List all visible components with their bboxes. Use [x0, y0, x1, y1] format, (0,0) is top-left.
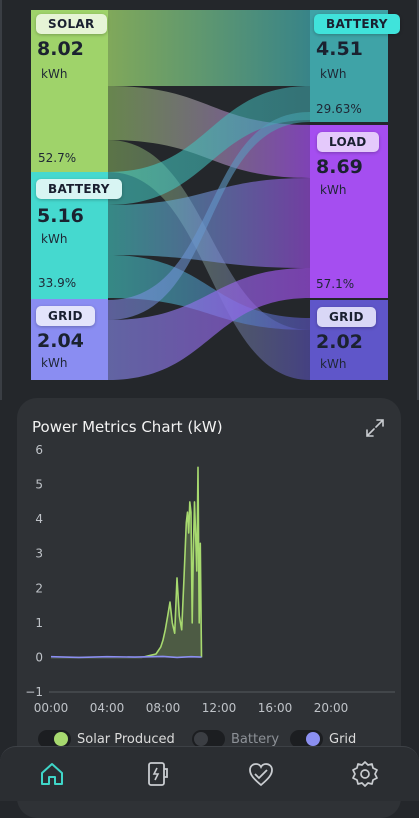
flow-grid-to-load [108, 268, 310, 380]
device-icon[interactable] [143, 759, 173, 789]
load-destination-unit: kWh [320, 183, 347, 197]
legend-item-solar-produced[interactable]: Solar Produced [38, 729, 175, 749]
battery-source-node: BATTERY 5.16 kWh 33.9% [31, 172, 122, 299]
grid-destination-value: 2.02 [316, 331, 363, 353]
battery-destination-node: BATTERY 4.51 kWh 29.63% [310, 10, 400, 122]
load-destination-value: 8.69 [316, 156, 363, 178]
y-tick-label: 3 [35, 547, 43, 561]
home-icon[interactable] [37, 759, 67, 789]
battery-source-percent: 33.9% [38, 276, 77, 290]
y-tick-label: 1 [35, 616, 43, 630]
y-tick-label: 0 [35, 650, 43, 664]
battery-destination-value: 4.51 [316, 38, 363, 60]
grid-destination-node: GRID 2.02 kWh [310, 300, 388, 380]
flow-links [108, 10, 310, 380]
grid-source-value: 2.04 [37, 330, 84, 352]
flow-grid-to-battery [108, 112, 310, 320]
y-tick-label: 6 [35, 443, 43, 457]
solar-produced-area [51, 467, 202, 658]
bottom-navigation [0, 746, 419, 801]
legend-item-battery[interactable]: Battery [192, 729, 279, 749]
health-icon[interactable] [246, 759, 276, 789]
energy-flow-diagram: SOLAR 8.02 kWh 52.7% BATTERY 5.16 kWh 33… [0, 0, 419, 390]
solar-toggle[interactable] [38, 730, 71, 748]
x-tick-label: 12:00 [202, 701, 237, 715]
legend-label-solar: Solar Produced [77, 731, 175, 747]
x-tick-label: 16:00 [258, 701, 293, 715]
solar-produced-line [51, 466, 203, 659]
flow-solar-to-battery [108, 10, 310, 86]
y-tick-label: 5 [35, 478, 43, 492]
legend-item-grid[interactable]: Grid [290, 729, 356, 749]
y-tick-label: 2 [35, 581, 43, 595]
chart-title: Power Metrics Chart (kW) [32, 418, 223, 436]
x-tick-label: 20:00 [314, 701, 349, 715]
grid-toggle[interactable] [290, 730, 323, 748]
battery-source-badge: BATTERY [36, 179, 122, 199]
battery-source-value: 5.16 [37, 205, 84, 227]
grid-source-unit: kWh [41, 356, 68, 370]
solar-badge: SOLAR [36, 14, 107, 34]
y-tick-label: 4 [35, 512, 43, 526]
load-destination-badge: LOAD [317, 132, 379, 152]
battery-destination-badge: BATTERY [314, 14, 400, 34]
x-tick-label: 04:00 [90, 701, 125, 715]
chart-legend: Solar Produced Battery Grid [17, 729, 401, 749]
solar-legend-dot [54, 732, 68, 746]
battery-source-unit: kWh [41, 232, 68, 246]
legend-label-grid: Grid [329, 731, 357, 747]
grid-destination-badge: GRID [317, 307, 376, 327]
grid-line [50, 655, 202, 659]
expand-icon[interactable] [365, 418, 385, 438]
grid-source-node: GRID 2.04 kWh [31, 299, 108, 380]
flow-battery-to-grid [108, 255, 310, 330]
flow-battery-to-load [108, 178, 310, 268]
legend-label-battery: Battery [231, 731, 280, 747]
x-tick-label: 00:00 [34, 701, 69, 715]
flow-battery-to-battery [108, 86, 310, 205]
power-chart: 6 5 4 3 2 1 0 −1 00:00 04:00 08:00 12:00 16:00 20:00 [25, 443, 395, 715]
grid-source-badge: GRID [36, 306, 95, 326]
battery-destination-unit: kWh [320, 67, 347, 81]
solar-value: 8.02 [37, 38, 84, 60]
load-destination-node: LOAD 8.69 kWh 57.1% [310, 125, 388, 298]
load-destination-percent: 57.1% [316, 277, 355, 291]
solar-percent: 52.7% [38, 151, 77, 165]
grid-destination-unit: kWh [320, 357, 347, 371]
settings-icon[interactable] [350, 759, 380, 789]
solar-unit: kWh [41, 67, 68, 81]
battery-legend-dot [194, 732, 208, 746]
y-tick-label: −1 [25, 685, 43, 699]
x-tick-label: 08:00 [146, 701, 181, 715]
solar-source-node: SOLAR 8.02 kWh 52.7% [31, 10, 108, 172]
battery-toggle[interactable] [192, 730, 225, 748]
battery-destination-percent: 29.63% [316, 102, 362, 116]
grid-legend-dot [306, 732, 320, 746]
